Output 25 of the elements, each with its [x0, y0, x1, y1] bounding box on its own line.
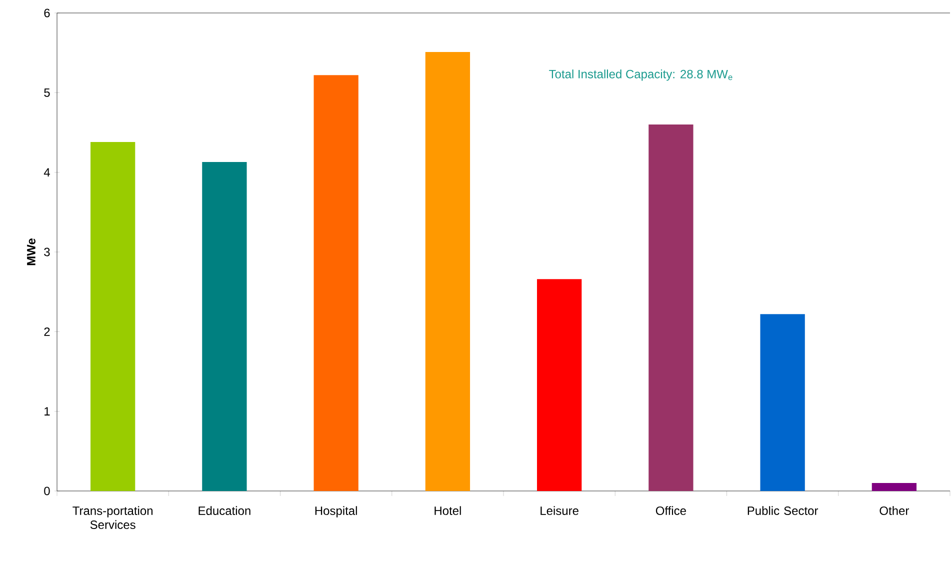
x-tick-label: Other [880, 506, 909, 516]
annotation: Total Installed Capacity: 28.8 MW$_{e}$ [549, 70, 732, 81]
y-axis-title: MWe [27, 238, 36, 266]
x-tick-label: Office [656, 506, 686, 516]
y-tick-label: 3 [44, 248, 50, 256]
x-tick-label: Trans-portation Services [72, 506, 152, 530]
bar [90, 142, 136, 491]
bar [202, 162, 247, 491]
bar [425, 52, 470, 491]
y-tick-label: 4 [44, 168, 50, 176]
bar [760, 314, 805, 491]
x-tick-label: Hospital [315, 506, 357, 518]
y-tick-label: 6 [44, 8, 50, 18]
y-tick-label: 5 [44, 88, 50, 97]
y-tick-label: 0 [44, 486, 50, 496]
bar [314, 75, 358, 491]
x-tick-label: Leisure [540, 506, 578, 516]
x-tick-label: Public Sector [748, 506, 818, 516]
bar [536, 279, 582, 491]
bar [648, 124, 694, 491]
x-tick-label: Education [198, 506, 250, 516]
y-tick-label: 2 [44, 327, 50, 336]
bar [872, 483, 917, 491]
x-tick-label: Hotel [434, 506, 461, 516]
y-tick-label: 1 [44, 407, 50, 416]
